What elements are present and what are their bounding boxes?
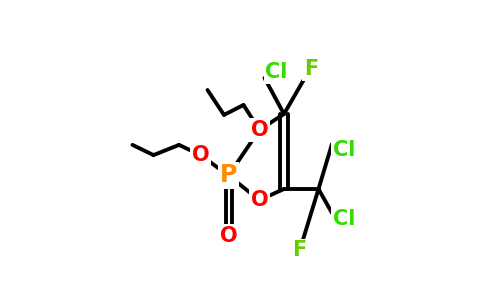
Text: F: F	[292, 241, 306, 260]
Text: O: O	[220, 226, 237, 245]
Text: Cl: Cl	[333, 140, 355, 160]
Text: F: F	[304, 59, 318, 79]
Text: Cl: Cl	[265, 62, 287, 82]
Text: O: O	[251, 190, 268, 210]
Text: O: O	[192, 145, 210, 165]
Text: O: O	[251, 120, 268, 140]
Text: Cl: Cl	[333, 209, 355, 229]
Text: P: P	[220, 164, 237, 188]
